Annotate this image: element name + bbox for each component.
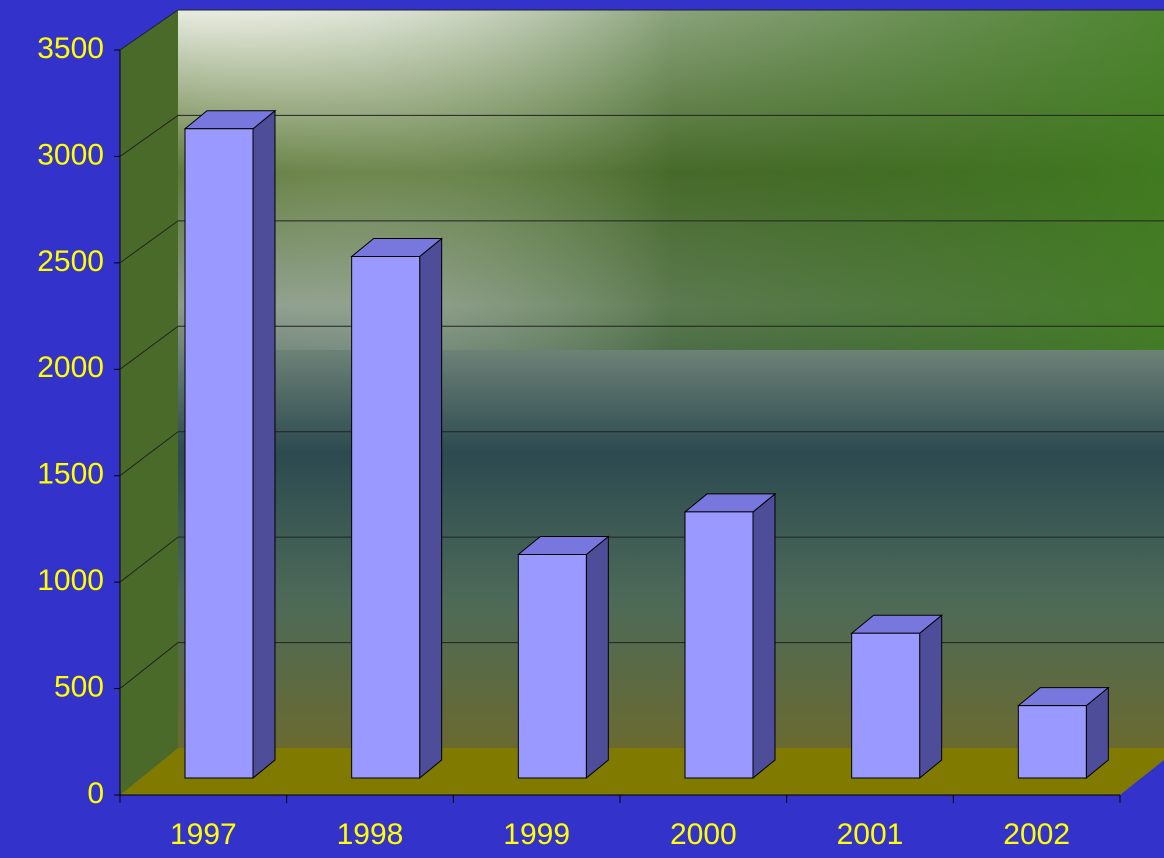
x-tick-label: 2000 [670,818,737,851]
y-tick-label: 500 [54,670,104,703]
bar-side [920,615,942,778]
bar [1018,688,1108,778]
chart: 0 500 1000 1500 2000 2500 3000 3500 1997 1998 1999… [0,0,1164,858]
bar-side [586,537,608,779]
y-tick-label: 1500 [37,458,104,491]
y-tick-label: 3000 [37,138,104,171]
bar [352,239,442,779]
x-tick-label: 1997 [170,818,237,851]
side-wall [120,10,178,795]
y-tick-label: 3500 [37,32,104,65]
bar-front [852,633,920,778]
bar [852,615,942,778]
bar-side [253,111,275,778]
x-tick-label: 2001 [837,818,904,851]
bar-side [753,494,775,778]
bar [185,111,275,778]
y-tick-label: 0 [87,777,104,810]
bar-front [352,257,420,779]
bar-front [185,129,253,778]
bar-front [685,512,753,778]
y-tick-label: 1000 [37,564,104,597]
back-wall-foliage [178,10,1164,350]
x-tick-label: 2002 [1003,818,1070,851]
x-tick-label: 1999 [503,818,570,851]
x-tick-label: 1998 [337,818,404,851]
bar-front [518,555,586,779]
y-tick-label: 2000 [37,351,104,384]
bar-front [1018,706,1086,778]
bar [685,494,775,778]
bar [518,537,608,779]
bar-side [420,239,442,779]
y-tick-label: 2500 [37,245,104,278]
floor [120,748,1164,795]
